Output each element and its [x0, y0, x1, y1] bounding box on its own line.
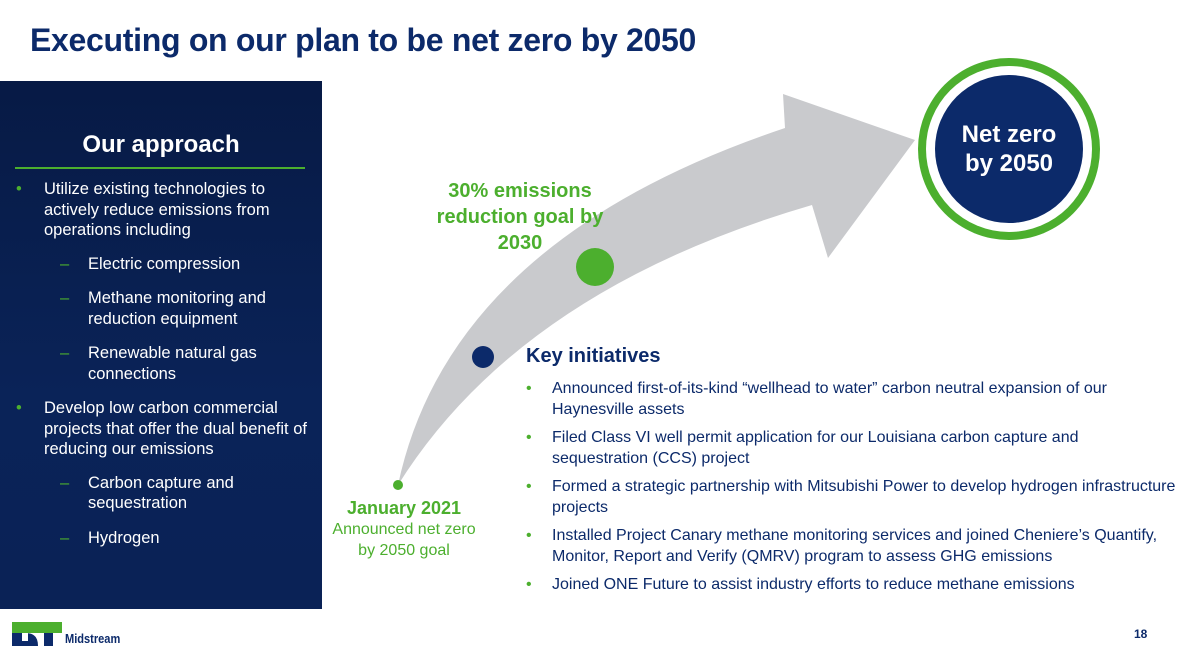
milestone-dot-start — [393, 480, 403, 490]
start-title: January 2021 — [346, 498, 462, 518]
approach-subbullet: Renewable natural gas connections — [14, 343, 314, 384]
goal-2030-label: 30% emissions reduction goal by 2030 — [436, 180, 604, 254]
initiative-item: Filed Class VI well permit application f… — [526, 427, 1176, 469]
dt-logo-mark — [12, 622, 62, 646]
approach-bullet: Develop low carbon commercial projects t… — [14, 398, 314, 460]
start-text: Announced net zero by 2050 goal — [332, 521, 476, 559]
initiative-item: Announced first-of-its-kind “wellhead to… — [526, 378, 1176, 420]
approach-bullet: Utilize existing technologies to activel… — [14, 179, 314, 241]
logo-text: Midstream — [65, 631, 121, 646]
approach-panel: Our approach Utilize existing technologi… — [0, 81, 322, 609]
initiative-item: Installed Project Canary methane monitor… — [526, 525, 1176, 567]
approach-subbullet: Carbon capture and sequestration — [14, 473, 314, 514]
approach-subbullet: Methane monitoring and reduction equipme… — [14, 288, 314, 329]
net-zero-text: Net zero by 2050 — [935, 75, 1083, 223]
approach-heading: Our approach — [82, 131, 240, 158]
page-number: 18 — [1134, 627, 1148, 641]
dt-midstream-logo: Midstream — [12, 622, 130, 646]
arrow-shape — [398, 94, 915, 485]
milestone-dot-2030 — [576, 248, 614, 286]
initiative-item: Formed a strategic partnership with Mits… — [526, 476, 1176, 518]
approach-subbullet: Electric compression — [14, 254, 314, 275]
approach-subbullet: Hydrogen — [14, 528, 314, 549]
page-title: Executing on our plan to be net zero by … — [30, 22, 697, 58]
initiative-item: Joined ONE Future to assist industry eff… — [526, 574, 1176, 595]
start-milestone: January 2021 Announced net zero by 2050 g… — [330, 498, 478, 561]
net-zero-badge: Net zero by 2050 — [918, 58, 1100, 240]
milestone-dot-today — [472, 346, 494, 368]
divider — [15, 167, 305, 169]
initiatives-heading: Key initiatives — [526, 345, 661, 367]
